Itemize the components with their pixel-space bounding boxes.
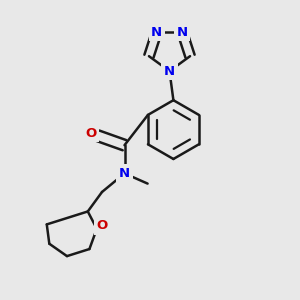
Text: O: O (97, 219, 108, 232)
Text: N: N (177, 26, 188, 38)
Text: N: N (151, 26, 162, 38)
Text: N: N (164, 64, 175, 78)
Text: N: N (119, 167, 130, 180)
Text: O: O (85, 127, 97, 140)
